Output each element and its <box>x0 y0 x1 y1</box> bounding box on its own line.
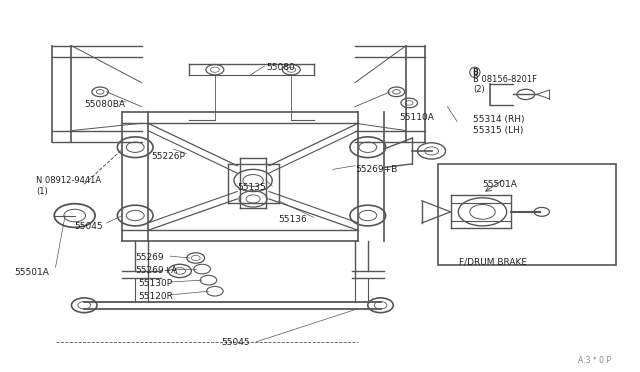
Text: 55501A: 55501A <box>483 180 517 189</box>
Text: 55130P: 55130P <box>138 279 173 288</box>
Text: N 08912-9441A
(1): N 08912-9441A (1) <box>36 176 102 196</box>
Text: F/DRUM BRAKE: F/DRUM BRAKE <box>459 257 527 266</box>
Text: 55110A: 55110A <box>399 113 435 122</box>
Text: 55045: 55045 <box>221 339 250 347</box>
Text: B 08156-8201F
(2): B 08156-8201F (2) <box>473 75 537 94</box>
Text: 55226P: 55226P <box>151 152 185 161</box>
Text: B: B <box>472 68 477 77</box>
Bar <box>438 164 616 265</box>
Text: 55080BA: 55080BA <box>84 100 125 109</box>
Text: 55135: 55135 <box>237 183 266 192</box>
Text: 55269+B: 55269+B <box>355 165 397 174</box>
Text: 55269+A: 55269+A <box>135 266 177 275</box>
Text: 55080: 55080 <box>266 63 294 72</box>
Text: 55314 (RH)
55315 (LH): 55314 (RH) 55315 (LH) <box>473 115 524 135</box>
Text: 55120R: 55120R <box>138 292 173 301</box>
Text: 55501A: 55501A <box>14 268 49 277</box>
Text: A:3 * 0 P: A:3 * 0 P <box>578 356 611 365</box>
Text: 55136: 55136 <box>278 215 307 224</box>
Text: 55269: 55269 <box>135 253 164 263</box>
Text: 55045: 55045 <box>75 222 103 231</box>
